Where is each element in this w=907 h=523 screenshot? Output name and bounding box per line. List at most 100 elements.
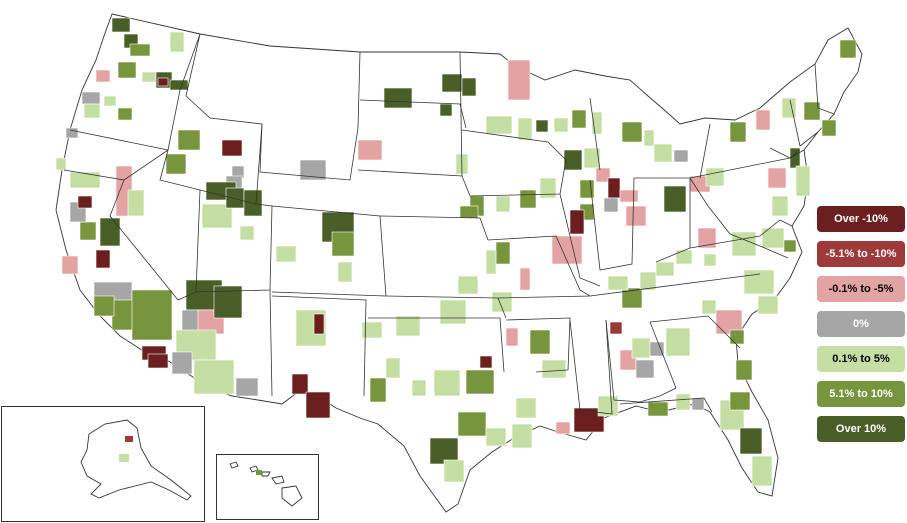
legend-item-over-10: Over 10% [817, 416, 905, 442]
metro-area-patch [583, 147, 601, 169]
metro-area-patch [795, 165, 811, 197]
metro-area-patch [625, 205, 647, 227]
metro-area-patch [313, 313, 325, 335]
metro-area-patch [539, 177, 557, 199]
metro-area-patch [111, 17, 131, 33]
metro-area-patch [619, 189, 639, 203]
metro-area-patch [553, 117, 569, 133]
metro-area-patch [519, 189, 537, 209]
metro-area-patch [485, 427, 507, 447]
metro-area-patch [433, 369, 461, 397]
metro-area-patch [673, 149, 689, 163]
metro-area-patch [331, 231, 355, 257]
metro-area-patch [383, 87, 413, 109]
metro-area-patch [61, 255, 79, 275]
state-borders [63, 33, 835, 415]
metro-area-patch [507, 59, 531, 101]
alaska-metro-growth [119, 454, 129, 462]
metro-area-patch [439, 299, 467, 325]
metro-area-patch [275, 245, 297, 263]
metro-area-patch [169, 79, 189, 91]
metro-area-patch [291, 373, 309, 395]
alaska-metro-decline [125, 436, 133, 442]
metro-area-patch [99, 217, 121, 247]
metro-area-patch [675, 249, 693, 265]
metro-area-patch [55, 157, 67, 171]
metro-area-patch [357, 139, 383, 161]
metro-area-patch [65, 127, 79, 139]
metro-area-patch [597, 395, 619, 417]
metro-area-patch [495, 241, 511, 265]
metro-area-patch [573, 407, 605, 433]
metro-area-patch [81, 91, 101, 105]
metro-area-patch [703, 253, 717, 267]
metro-area-patch [395, 315, 421, 337]
metro-area-patch [655, 261, 675, 277]
metro-area-patch [665, 327, 691, 357]
alaska-outline [80, 419, 192, 501]
metro-area-patch [457, 411, 487, 437]
metro-area-patch [505, 327, 519, 347]
metro-area-patch [169, 31, 185, 53]
metro-area-patch [729, 329, 745, 345]
metro-area-patch [411, 379, 427, 397]
metro-area-patch [743, 269, 775, 295]
metro-area-patch [519, 267, 531, 291]
metro-area-patch [117, 61, 137, 79]
metro-area-patch [157, 77, 169, 87]
metro-area-patch [517, 117, 533, 141]
legend-item-over-minus-10: Over -10% [817, 206, 905, 232]
legend-item-zero: 0% [817, 311, 905, 337]
metro-area-patch [609, 321, 623, 335]
metro-area-patch [305, 391, 331, 419]
metro-area-patch [495, 195, 511, 213]
alaska-inset [1, 406, 205, 522]
metro-area-patch [129, 43, 151, 57]
metro-area-patch [511, 423, 533, 449]
metro-area-patch [443, 459, 465, 483]
metro-area-patch [235, 377, 259, 397]
metro-area-patch [77, 195, 93, 209]
metro-area-patch [555, 421, 571, 435]
metro-area-patch [821, 119, 837, 137]
metro-area-patch [131, 289, 173, 341]
metro-area-patch [731, 231, 757, 257]
metro-area-patch [299, 159, 327, 181]
metro-area-patch [591, 111, 603, 135]
metro-area-patch [729, 121, 747, 143]
metro-area-patch [117, 107, 133, 121]
metro-area-patch [755, 109, 771, 131]
metro-area-patch [369, 377, 387, 403]
metro-area-patch [459, 205, 479, 219]
metro-area-patch [95, 249, 111, 269]
metro-area-patch [697, 227, 717, 249]
metro-area-patch [803, 101, 821, 121]
metro-area-patch [631, 337, 651, 359]
metro-area-patch [515, 397, 537, 419]
metro-area-patch [147, 353, 169, 369]
metro-area-patch [461, 77, 477, 97]
metro-area-patch [691, 397, 705, 411]
metro-area-patch [95, 69, 111, 83]
metro-area-patch [735, 359, 753, 381]
metro-area-patch [705, 167, 725, 187]
metro-area-patch [767, 167, 787, 189]
metro-area-patch [783, 239, 797, 253]
metro-area-patch [485, 115, 513, 135]
metro-area-patch [639, 271, 657, 291]
metro-area-patches [55, 17, 857, 487]
metro-area-patch [675, 393, 691, 411]
metro-area-patch [607, 275, 629, 291]
metro-area-patch [479, 355, 493, 369]
metro-area-patch [729, 391, 751, 411]
metro-area-patch [621, 287, 643, 309]
metro-area-patch [429, 437, 459, 465]
metro-area-patch [491, 291, 513, 313]
metro-area-patch [621, 121, 643, 143]
metro-area-patch [739, 427, 763, 455]
metro-area-patch [649, 341, 665, 357]
map-legend: Over -10% -5.1% to -10% -0.1% to -5% 0% … [817, 206, 905, 451]
metro-area-patch [647, 401, 669, 417]
legend-item-0-1-to-5: 0.1% to 5% [817, 346, 905, 372]
metro-area-patch [337, 261, 353, 283]
